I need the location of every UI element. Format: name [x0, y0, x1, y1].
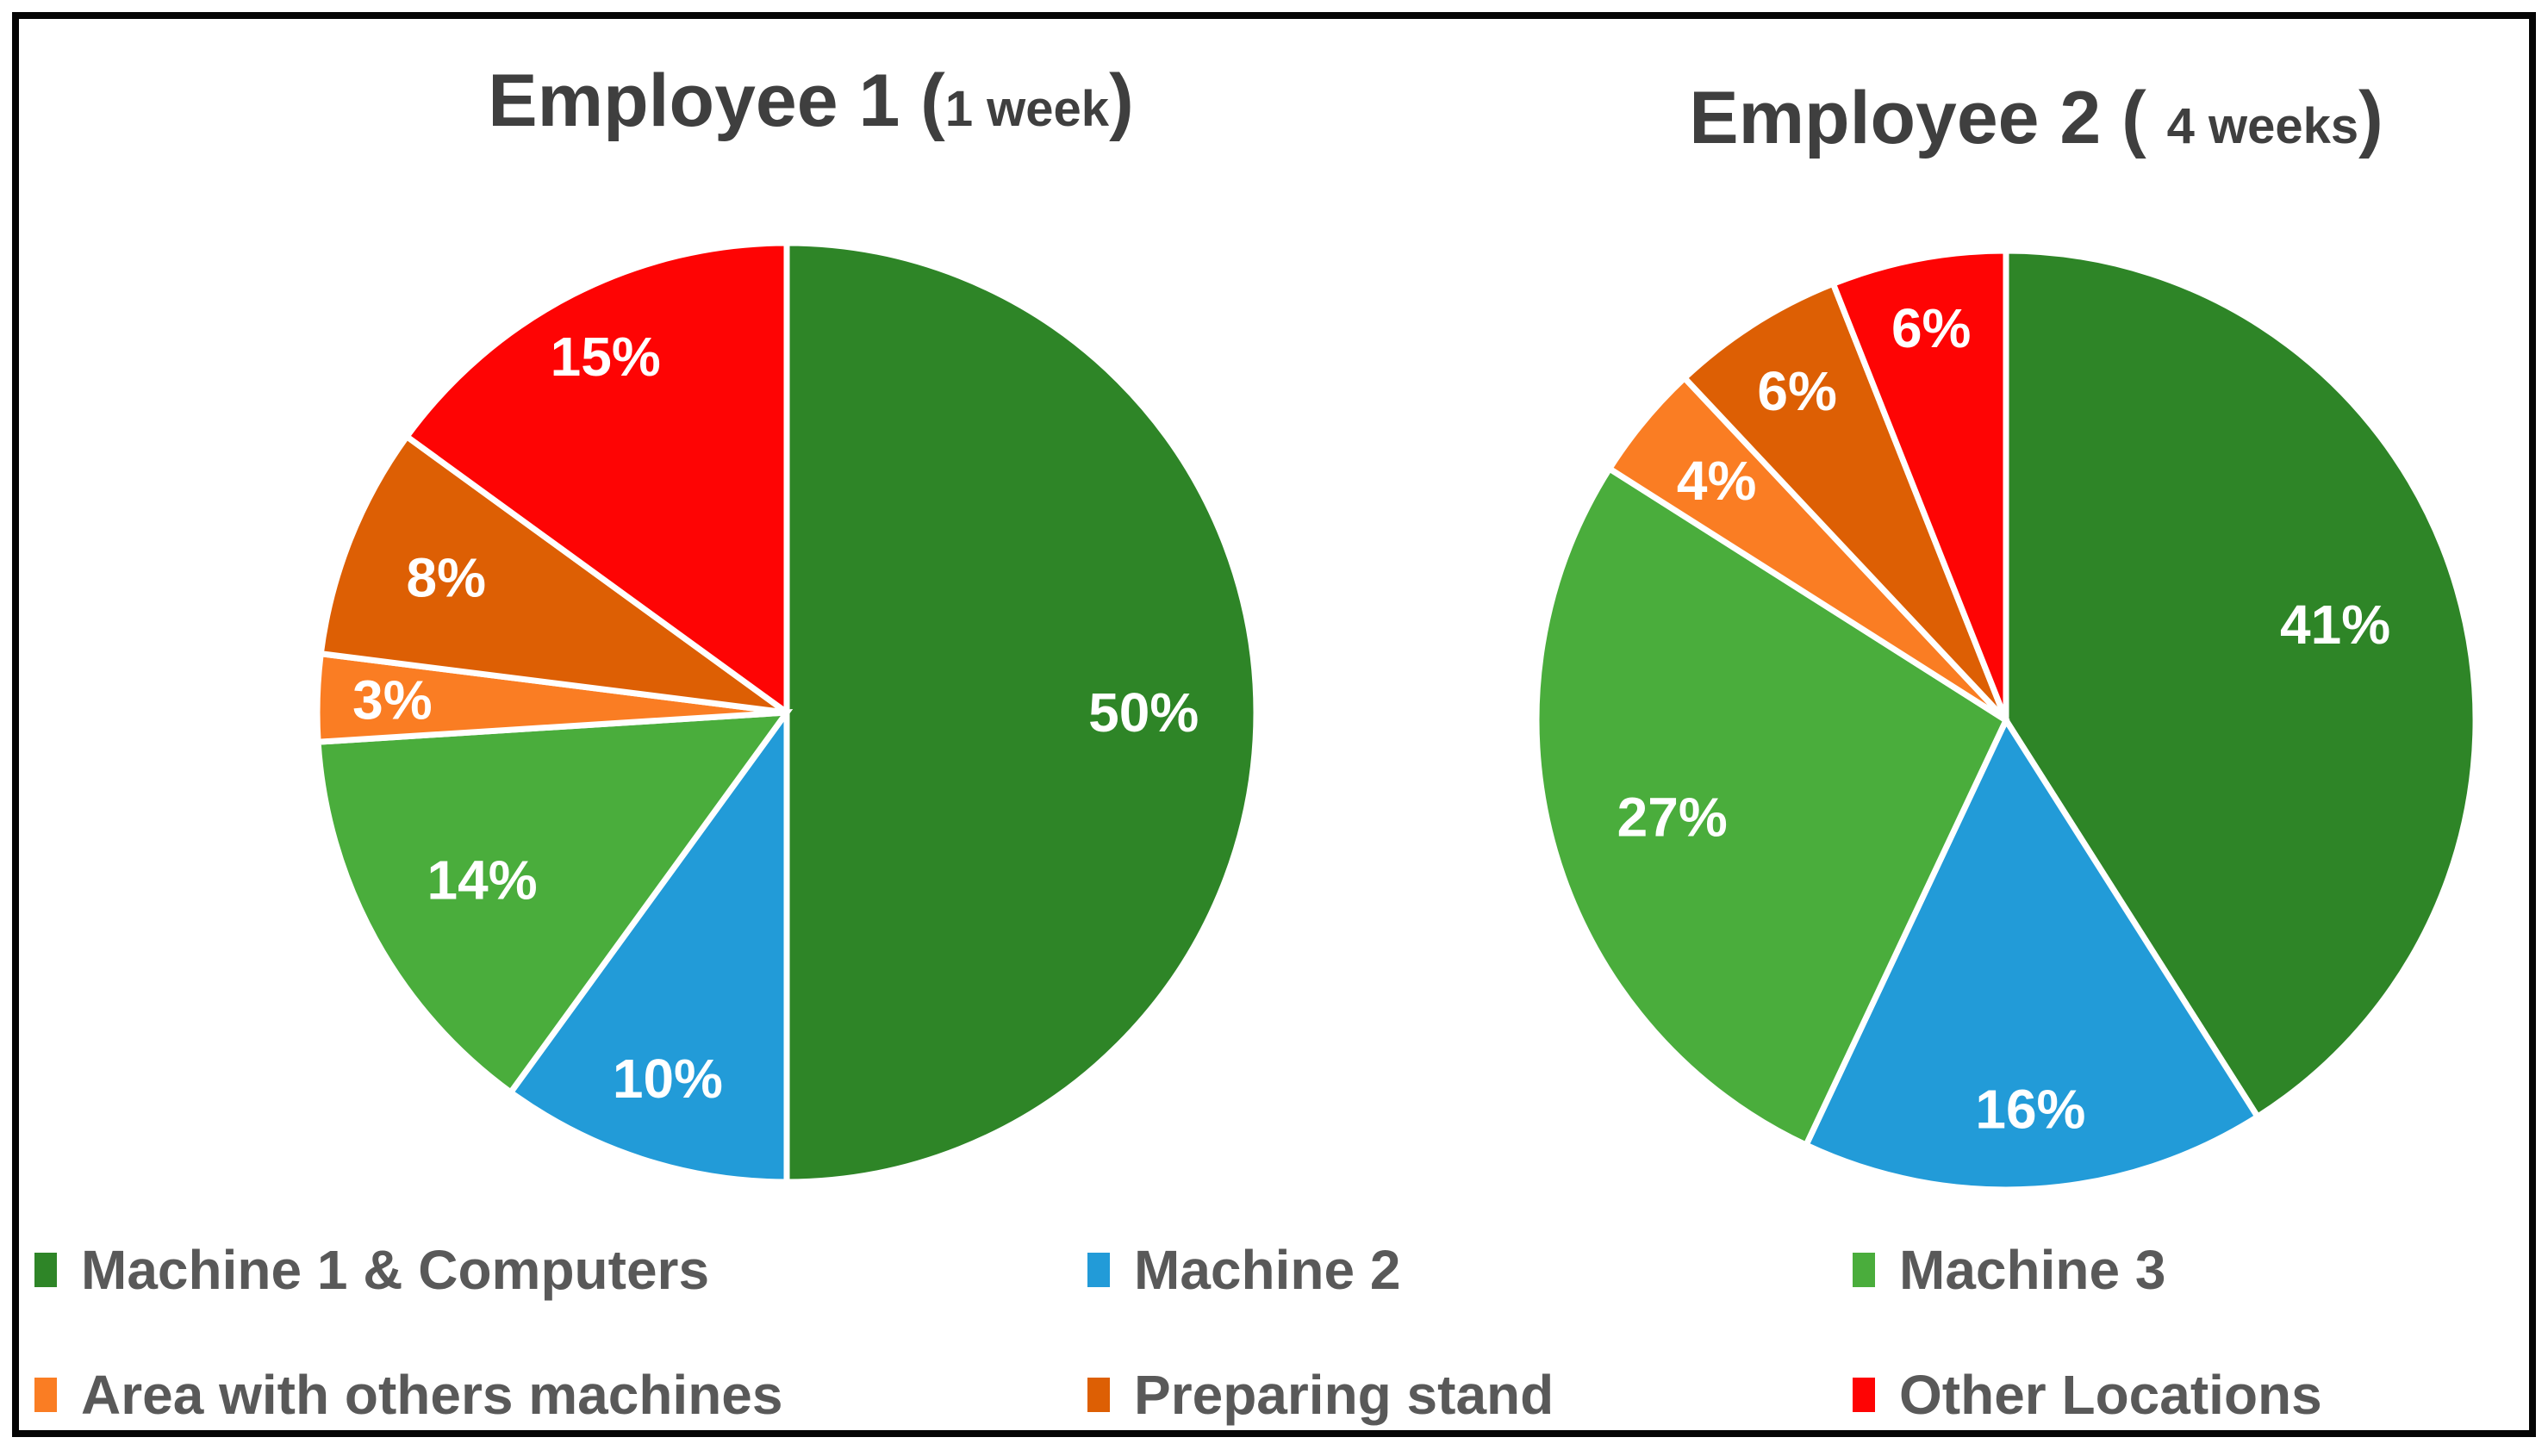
pie-chart-employee-1: 50% 10% 14% 3% 8% 15%	[314, 240, 1260, 1185]
legend-item-machine-2: Machine 2	[1087, 1238, 1400, 1302]
legend-label-machine-3: Machine 3	[1899, 1239, 2166, 1301]
slice-label-1-3: 4%	[1677, 450, 1757, 512]
legend-marker-area-with-others-machines	[34, 1378, 57, 1412]
pie-chart-employee-2: 41%16%27%4%6%6%	[1533, 247, 2479, 1193]
title-close-employee-1: )	[1109, 59, 1134, 142]
title-main-employee-1: Employee 1 (	[488, 59, 945, 142]
title-duration-employee-2: 4 weeks	[2166, 98, 2359, 154]
pie-slice-0-4	[317, 432, 789, 716]
legend-item-machine-1-computers: Machine 1 & Computers	[34, 1238, 709, 1302]
slice-label-1-1: 16%	[1975, 1079, 2085, 1141]
pie-slice-0-0	[783, 240, 1260, 1185]
slice-label-1-0: 41%	[2280, 594, 2390, 656]
pie-slice-0-2	[315, 709, 794, 1097]
legend-marker-preparing-stand	[1087, 1378, 1110, 1412]
chart-title-employee-2: Employee 2 ( 4 weeks)	[1433, 79, 2548, 157]
slice-label-0-1: 10%	[613, 1048, 723, 1110]
legend-marker-machine-2	[1087, 1253, 1110, 1287]
legend-item-machine-3: Machine 3	[1853, 1238, 2165, 1302]
legend-item-other-locations: Other Locations	[1853, 1363, 2322, 1427]
legend-marker-machine-1-computers	[34, 1253, 57, 1287]
legend-marker-other-locations	[1853, 1378, 1875, 1412]
legend-label-preparing-stand: Preparing stand	[1134, 1364, 1554, 1426]
pie-slice-1-5	[1828, 247, 2009, 722]
slice-label-0-2: 14%	[427, 849, 538, 911]
pie-slice-1-2	[1533, 464, 2010, 1149]
title-duration-employee-1: 1 week	[944, 81, 1110, 137]
slice-label-0-0: 50%	[1088, 681, 1199, 744]
legend-label-area-with-others-machines: Area with others machines	[81, 1364, 783, 1426]
pie-slice-1-1	[1802, 713, 2262, 1193]
slice-label-0-5: 15%	[551, 326, 661, 388]
legend-marker-machine-3	[1853, 1253, 1875, 1287]
slice-label-1-4: 6%	[1757, 360, 1837, 422]
slice-label-1-2: 27%	[1617, 787, 1728, 849]
pie-slice-0-5	[402, 240, 790, 719]
pie-slice-0-1	[506, 703, 790, 1185]
slice-label-0-4: 8%	[407, 547, 487, 609]
legend-label-other-locations: Other Locations	[1899, 1364, 2322, 1426]
legend-label-machine-1-computers: Machine 1 & Computers	[81, 1239, 710, 1301]
slice-label-1-5: 6%	[1891, 297, 1972, 359]
legend-label-machine-2: Machine 2	[1134, 1239, 1401, 1301]
legend-item-preparing-stand: Preparing stand	[1087, 1363, 1554, 1427]
slice-label-0-3: 3%	[352, 669, 433, 731]
title-close-employee-2: )	[2358, 77, 2383, 159]
pie-slice-1-4	[1679, 279, 2009, 723]
title-main-employee-2: Employee 2 (	[1689, 77, 2167, 159]
chart-title-employee-1: Employee 1 (1 week)	[208, 62, 1414, 140]
legend-item-area-with-others-machines: Area with others machines	[34, 1363, 782, 1427]
